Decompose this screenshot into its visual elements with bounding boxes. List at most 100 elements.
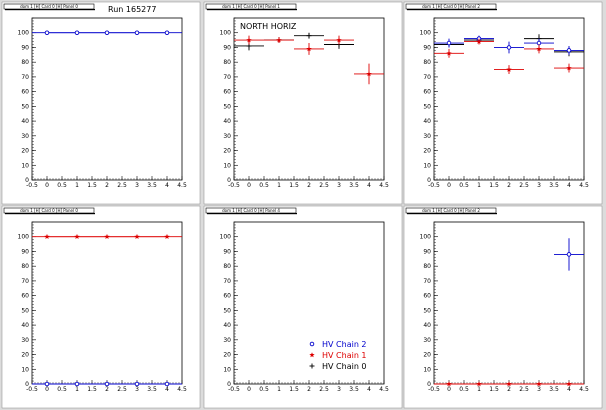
x-tick-label: 2.5 (519, 386, 529, 393)
y-tick-label: 80 (223, 263, 231, 270)
x-tick-label: 1.5 (289, 182, 299, 189)
y-tick-label: 50 (21, 103, 29, 110)
x-tick-label: 0.5 (459, 182, 469, 189)
y-tick-label: 90 (423, 248, 431, 255)
y-tick-label: 30 (223, 133, 231, 140)
y-tick-label: 10 (223, 162, 231, 169)
pad-title: dom 1 [H] Card 0 [H] Panel 0 (20, 4, 78, 9)
x-tick-label: -0.5 (228, 182, 240, 189)
y-tick-label: 30 (21, 133, 29, 140)
x-tick-label: 2 (507, 182, 511, 189)
y-tick-label: 60 (21, 89, 29, 96)
legend-label: HV Chain 0 (322, 362, 367, 371)
pad-background (403, 1, 603, 205)
y-tick-label: 40 (21, 118, 29, 125)
y-tick-label: 0 (227, 381, 231, 388)
y-tick-label: 100 (420, 30, 432, 37)
data-point (152, 381, 182, 387)
y-tick-label: 20 (223, 352, 231, 359)
star-marker (246, 37, 252, 43)
y-tick-label: 50 (423, 307, 431, 314)
pad-title-box: dom 1 [H] Card 0 [H] Panel 1 (205, 3, 297, 11)
data-point (32, 30, 62, 35)
y-tick-label: 100 (18, 30, 30, 37)
data-point (234, 35, 264, 45)
y-tick-label: 70 (21, 74, 29, 81)
x-tick-label: 3 (537, 182, 541, 189)
star-marker (506, 66, 512, 72)
x-tick-label: 2 (307, 182, 311, 189)
y-tick-label: 0 (25, 177, 29, 184)
data-point (554, 381, 584, 387)
x-axis: -0.5 0 0.5 1 1.5 2 2.5 3 3.5 4 4.5 (428, 380, 589, 393)
y-tick-label: 90 (21, 44, 29, 51)
x-tick-label: 0.5 (57, 182, 67, 189)
pad-title: dom 1 [H] Card 0 [H] Panel 2 (422, 208, 480, 213)
x-tick-label: 1.5 (87, 386, 97, 393)
star-marker (74, 233, 80, 239)
x-tick-label: 2.5 (319, 182, 329, 189)
data-point (62, 381, 92, 387)
pad-title-box: dom 1 [H] Card 0 [H] Panel 2 (405, 3, 497, 11)
y-axis: 0 10 20 30 40 50 60 70 80 90 100 (420, 17, 438, 184)
x-tick-label: 3.5 (349, 182, 359, 189)
y-tick-label: 100 (420, 234, 432, 241)
data-point (122, 30, 152, 35)
data-point (554, 238, 584, 271)
x-tick-label: -0.5 (428, 182, 440, 189)
x-tick-label: 0.5 (57, 386, 67, 393)
data-point (434, 38, 464, 48)
x-tick-label: 1 (277, 182, 281, 189)
data-point (92, 30, 122, 35)
y-tick-label: 10 (21, 162, 29, 169)
star-marker (134, 233, 140, 239)
y-tick-label: 40 (423, 322, 431, 329)
y-tick-label: 40 (21, 322, 29, 329)
y-axis: 0 10 20 30 40 50 60 70 80 90 100 (220, 221, 238, 388)
data-point (62, 30, 92, 35)
pad-title-box: dom 1 [H] Card 0 [H] Panel 4 (205, 207, 297, 215)
x-tick-label: 3 (337, 182, 341, 189)
x-tick-label: 2.5 (117, 182, 127, 189)
star-marker (446, 381, 452, 387)
data-point (524, 44, 554, 54)
x-tick-label: 1.5 (489, 182, 499, 189)
y-tick-label: 60 (423, 293, 431, 300)
pad-title-shadow (407, 9, 497, 11)
series-chain1 (234, 35, 384, 85)
pad-background (203, 205, 403, 409)
x-tick-label: 3.5 (349, 386, 359, 393)
x-axis: -0.5 0 0.5 1 1.5 2 2.5 3 3.5 4 4.5 (228, 380, 389, 393)
x-tick-label: 4.5 (177, 386, 187, 393)
x-tick-label: -0.5 (428, 386, 440, 393)
legend-item: HV Chain 0 (309, 362, 367, 371)
y-tick-label: 50 (223, 103, 231, 110)
y-tick-label: 80 (21, 263, 29, 270)
x-tick-label: 0.5 (259, 182, 269, 189)
x-tick-label: 0 (45, 386, 49, 393)
star-marker (476, 381, 482, 387)
y-tick-label: 20 (423, 148, 431, 155)
y-tick-label: 50 (423, 103, 431, 110)
data-point (464, 38, 494, 45)
x-tick-label: 0 (447, 386, 451, 393)
y-tick-label: 30 (423, 133, 431, 140)
x-tick-label: 0.5 (459, 386, 469, 393)
data-point (554, 63, 584, 73)
legend-item: HV Chain 1 (309, 351, 367, 360)
x-tick-label: 0 (447, 182, 451, 189)
circle-marker (446, 40, 452, 46)
circle-marker (536, 40, 542, 46)
x-tick-label: 1.5 (289, 386, 299, 393)
x-tick-label: 1 (477, 386, 481, 393)
y-tick-label: 50 (223, 307, 231, 314)
circle-marker (104, 30, 110, 35)
circle-marker (134, 381, 140, 387)
y-tick-label: 60 (21, 293, 29, 300)
circle-marker (566, 48, 572, 53)
x-tick-label: 1 (277, 386, 281, 393)
data-point (32, 233, 62, 239)
series-chain1 (434, 38, 584, 74)
x-tick-label: 1.5 (489, 386, 499, 393)
